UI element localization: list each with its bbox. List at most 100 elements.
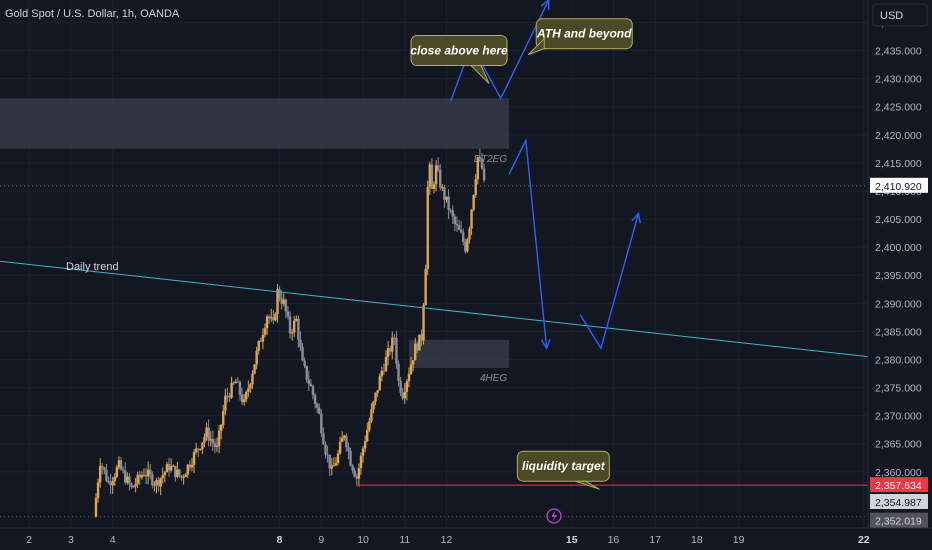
callout-box <box>535 18 633 50</box>
x-tick-label: 18 <box>691 534 703 546</box>
y-tick-label: 2,430.000 <box>875 74 922 86</box>
callout-tail <box>469 65 490 84</box>
time-axis-panel[interactable] <box>0 528 932 550</box>
candle-body <box>101 465 104 468</box>
x-axis-ticks: 2 3 4 8 9 10 11 12 15 16 17 18 19 22 <box>26 534 870 546</box>
candle-body <box>349 450 352 466</box>
candle-body <box>163 472 167 476</box>
candle-body <box>305 365 308 380</box>
candle-body <box>121 469 125 471</box>
candle-body <box>245 391 248 400</box>
candle-body <box>363 441 367 449</box>
x-tick-label: 3 <box>68 534 74 546</box>
candle-body <box>236 381 240 383</box>
candle-body <box>207 427 210 441</box>
candle-body <box>186 464 189 475</box>
candle-body <box>324 444 327 455</box>
candle-body <box>368 421 371 431</box>
candle-body <box>441 187 444 189</box>
candle-body <box>309 383 313 387</box>
candle-body <box>98 465 102 483</box>
candle-body <box>247 388 250 392</box>
annotation-callout[interactable]: ATH and beyond <box>527 18 633 56</box>
zone-label: 4HEG <box>480 373 507 384</box>
candle-body <box>370 409 373 422</box>
candle-body <box>270 317 273 319</box>
y-tick-label: 2,400.000 <box>875 242 922 254</box>
candle-body <box>322 433 325 445</box>
annotation-callout[interactable]: close above here <box>410 35 508 84</box>
candle-body <box>480 158 484 169</box>
candle-body <box>478 157 482 159</box>
candle-body <box>115 467 119 477</box>
candle-body <box>374 392 377 402</box>
x-tick-label: 10 <box>357 534 369 546</box>
candle-body <box>468 228 471 240</box>
candle-body <box>96 482 100 499</box>
currency-button[interactable]: USD <box>872 3 928 27</box>
candle-body <box>359 455 363 469</box>
price-tag <box>870 493 928 509</box>
chart-title: Gold Spot / U.S. Dollar, 1h, OANDA <box>5 8 180 20</box>
candle-body <box>151 474 154 486</box>
x-tick-label: 8 <box>277 534 283 546</box>
candle-body <box>259 341 263 343</box>
candle-body <box>426 186 429 270</box>
candle-body <box>351 465 354 471</box>
candle-body <box>130 483 133 487</box>
candle-body <box>278 289 281 299</box>
candle-body <box>345 435 348 448</box>
candle-body <box>213 443 217 448</box>
lightning-icon[interactable] <box>546 508 562 524</box>
candle-body <box>149 469 152 475</box>
y-tick-label: 2,390.000 <box>875 298 922 310</box>
candle-body <box>395 338 398 364</box>
candle-body <box>457 225 461 230</box>
candle-body <box>161 475 164 479</box>
callout-tail <box>575 480 600 490</box>
candle-body <box>330 465 333 469</box>
candle-body <box>263 328 267 335</box>
candle-body <box>405 381 409 392</box>
zone-4heg <box>408 339 510 368</box>
arrow-head <box>631 211 641 224</box>
candle-body <box>197 448 200 450</box>
candle-body <box>194 448 198 453</box>
candle-body <box>224 395 227 411</box>
projection-path <box>450 0 550 102</box>
price-tag <box>870 477 928 493</box>
candle-body <box>230 382 233 398</box>
candle-body <box>399 380 402 393</box>
candle-body <box>282 299 285 304</box>
candle-body <box>355 476 358 479</box>
x-tick-label: 17 <box>649 534 661 546</box>
candle-body <box>211 439 215 444</box>
annotation-callout[interactable]: liquidity target <box>516 450 610 490</box>
price-tag <box>870 512 928 528</box>
candle-body <box>267 316 271 319</box>
candle-body <box>226 395 229 397</box>
candle-body <box>338 441 342 454</box>
candle-body <box>416 343 419 351</box>
candle-body <box>280 298 283 304</box>
candle-body <box>261 334 265 342</box>
candle-body <box>424 269 427 306</box>
candle-body <box>228 396 231 398</box>
candle-body <box>393 337 396 339</box>
candle-body <box>353 470 356 477</box>
candle-body <box>190 464 194 468</box>
candle-body <box>459 229 463 233</box>
daily-trend-line <box>0 260 869 358</box>
candle-body <box>439 170 442 188</box>
candle-body <box>361 448 365 456</box>
candle-body <box>384 357 388 372</box>
zones: DT2EG 4HEG <box>0 98 510 384</box>
candle-body <box>113 476 116 482</box>
annotations: close above here ATH and beyond liquidity … <box>410 18 633 490</box>
candle-body <box>182 477 185 479</box>
price-axis-panel[interactable] <box>868 0 932 528</box>
candle-body <box>290 332 294 334</box>
candle-body <box>159 478 162 487</box>
candle-body <box>132 486 135 488</box>
